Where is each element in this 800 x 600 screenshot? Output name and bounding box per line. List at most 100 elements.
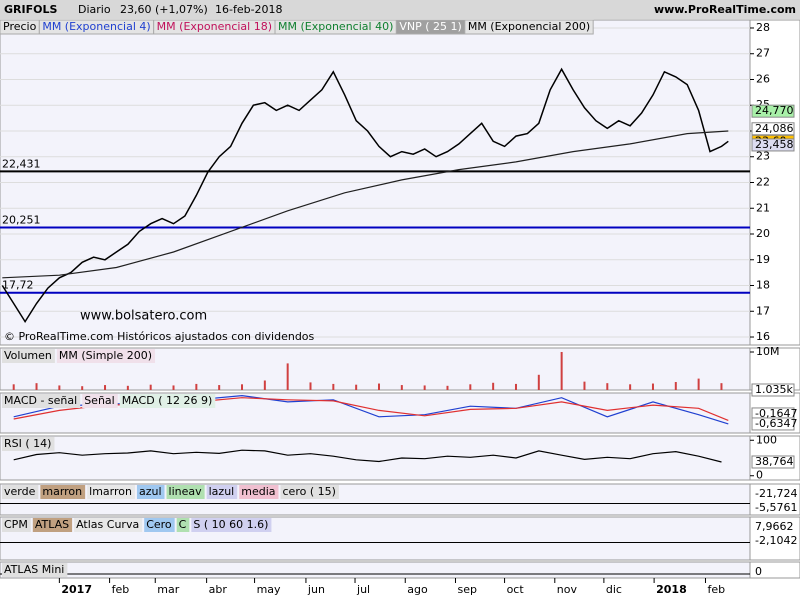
x-tick-label: nov [557,583,578,596]
value-text: 0 [755,565,762,578]
volume-bar [263,380,266,390]
label-box [2,518,31,532]
value-tag [751,104,795,118]
volume-bar [195,383,198,390]
label-box [2,437,55,451]
label-box [2,349,55,363]
value-tag-label: -0,6347 [755,417,797,430]
volume-bar [697,378,700,390]
volume-bar [651,383,654,390]
y-tick-label: 19 [756,253,770,266]
panel-label: lazul [209,485,235,498]
volume-bar [218,385,221,390]
quote: 23,60 (+1,07%) [120,3,208,16]
panel-label: RSI ( 14) [4,437,51,450]
value-tag [751,417,795,431]
volume-bar [492,382,495,390]
legend-box [464,19,594,35]
panel [0,435,751,481]
value-tag-label: 38,764 [755,455,794,468]
volume-bar [241,384,244,390]
panel-label: MACD ( 12 26 9) [122,394,213,407]
volume-bar [35,383,38,390]
legend-entry: MM (Exponencial 40) [278,20,393,33]
volume-bar [606,383,609,390]
volume-bar [286,363,289,390]
ticker: GRIFOLS [4,3,57,16]
value-text: 7,9662 [755,520,794,533]
value-tag-label: 24,086 [755,122,794,135]
x-tick-label: mar [157,583,179,596]
value-tag [751,383,795,397]
label-box [87,485,135,499]
x-tick-label: abr [209,583,228,596]
support-label: 22,431 [2,157,41,170]
x-tick-label: oct [507,583,525,596]
value-tag [751,122,795,136]
y-tick-label: 0 [756,469,763,482]
x-tick-label: sep [457,583,476,596]
label-box [2,485,39,499]
volume-bar [514,383,517,390]
volume-bar [81,386,84,390]
x-tick-label: ago [407,583,428,596]
volume-bar [629,384,632,390]
period: Diario [78,3,111,16]
volume-bar [332,383,335,390]
x-tick-label: dic [606,583,622,596]
panel-label: lineav [169,485,203,498]
label-box [82,394,118,408]
value-axis [749,347,800,391]
series-line [13,449,722,463]
panel-label: Señal [84,394,115,407]
legend-entry: VNP ( 25 1) [399,20,461,33]
value-text: -2,1042 [755,534,797,547]
value-tag-label: 1.035k [755,383,793,396]
volume-bar [446,385,449,390]
volume-bar [149,384,152,390]
y-tick-label: 22 [756,176,770,189]
panel-label: Atlas Curva [76,518,139,531]
series-line [2,130,729,279]
panel-label: MM (Simple 200) [59,349,152,362]
panel-label: ATLAS Mini [4,563,64,576]
x-tick-label: may [257,583,281,596]
value-axis [749,516,800,561]
panel-label: verde [4,485,36,498]
y-tick-label: 23 [756,150,770,163]
label-box [280,485,339,499]
y-tick-label: 17 [756,304,770,317]
label-box [239,485,279,499]
panel-label: ATLAS [35,518,69,531]
support-label: 17,72 [2,279,34,292]
y-tick-label: 10M [756,345,780,358]
volume-bar [104,385,107,390]
label-box [40,485,86,499]
panel-label: azul [139,485,162,498]
legend-entry: MM (Exponencial 4) [42,20,150,33]
volume-bar [377,383,380,390]
value-axis [749,483,800,516]
value-axis [749,19,800,346]
y-tick-label: 27 [756,47,770,60]
x-tick-label: 2018 [656,583,687,596]
label-box [56,349,156,363]
panel-label: Cero [146,518,172,531]
label-box [2,394,81,408]
x-tick-label: jun [307,583,325,596]
volume-bar [58,385,61,390]
label-box [176,518,190,532]
label-box [166,485,205,499]
panel-label: media [241,485,275,498]
legend-entry: Precio [3,20,37,33]
panel-label: lmarron [89,485,132,498]
label-box [32,518,73,532]
volume-bar [400,385,403,390]
date: 16-feb-2018 [215,3,283,16]
value-tag-label: -0,1647 [755,407,797,420]
x-tick-label: 2017 [61,583,92,596]
value-text: -5,5761 [755,501,797,514]
value-text: -21,724 [755,487,797,500]
site: www.ProRealTime.com [654,3,796,16]
